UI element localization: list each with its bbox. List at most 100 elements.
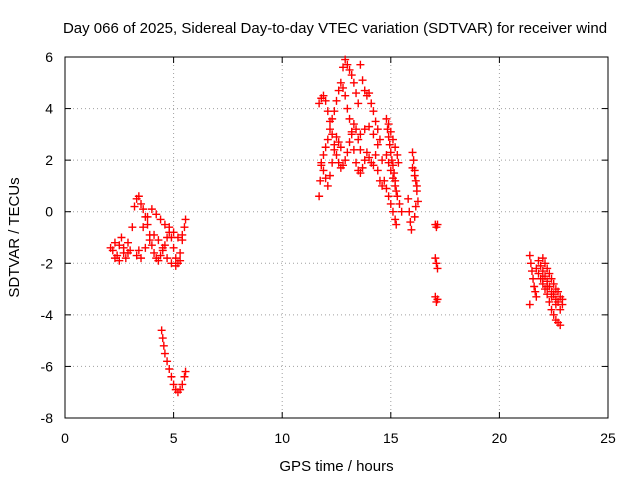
data-point: [341, 156, 350, 165]
x-tick-label: 10: [274, 430, 290, 446]
x-tick-label: 5: [170, 430, 178, 446]
data-point: [321, 96, 330, 105]
data-point: [145, 236, 154, 245]
data-point: [339, 161, 348, 170]
data-point: [163, 254, 172, 263]
data-point: [408, 163, 417, 172]
data-point: [352, 89, 361, 98]
data-point: [365, 122, 374, 131]
data-point: [169, 243, 178, 252]
data-point: [336, 143, 345, 152]
data-point: [323, 181, 332, 190]
data-point: [411, 202, 420, 211]
data-point: [525, 300, 534, 309]
data-point: [180, 372, 189, 381]
data-point: [321, 143, 330, 152]
data-point: [380, 176, 389, 185]
data-point: [128, 223, 137, 232]
chart-title: Day 066 of 2025, Sidereal Day-to-day VTE…: [63, 20, 607, 37]
data-point: [531, 287, 540, 296]
data-point: [543, 282, 552, 291]
x-tick-label: 15: [383, 430, 399, 446]
data-point: [407, 225, 416, 234]
data-point: [332, 96, 341, 105]
data-point: [375, 135, 384, 144]
data-point: [167, 259, 176, 268]
data-point: [543, 264, 552, 273]
data-point: [171, 254, 180, 263]
data-point: [316, 176, 325, 185]
data-point: [159, 341, 168, 350]
data-point: [154, 236, 163, 245]
data-point: [538, 274, 547, 283]
data-point: [410, 212, 419, 221]
data-point: [367, 99, 376, 108]
data-point: [123, 238, 132, 247]
data-point: [176, 256, 185, 265]
data-point: [325, 171, 334, 180]
data-point: [178, 230, 187, 239]
data-point: [334, 86, 343, 95]
data-point: [536, 261, 545, 270]
data-point: [378, 181, 387, 190]
data-point: [152, 210, 161, 219]
grid: [65, 57, 608, 418]
x-axis-label: GPS time / hours: [279, 458, 393, 475]
data-point: [392, 220, 401, 229]
y-tick-label: 2: [45, 152, 53, 168]
y-tick-label: -8: [41, 410, 54, 426]
data-point: [176, 385, 185, 394]
data-point: [163, 357, 172, 366]
data-point: [547, 274, 556, 283]
data-point: [176, 248, 185, 257]
data-point: [431, 254, 440, 263]
data-point: [433, 220, 442, 229]
data-point: [394, 158, 403, 167]
data-point: [534, 269, 543, 278]
data-point: [541, 259, 550, 268]
data-point: [393, 150, 402, 159]
data-point: [139, 223, 148, 232]
data-point: [328, 130, 337, 139]
data-point: [406, 218, 415, 227]
data-point: [160, 349, 169, 358]
data-point: [386, 199, 395, 208]
data-point: [554, 287, 563, 296]
data-point: [158, 334, 167, 343]
data-point: [317, 158, 326, 167]
axis-ticks: 0 5 10 15 20 25 -8 -6 -4 -2 0 2 4 6: [41, 49, 616, 446]
data-point: [388, 135, 397, 144]
data-point: [315, 192, 324, 201]
data-point: [360, 125, 369, 134]
plot-frame: [64, 56, 609, 419]
data-point: [154, 256, 163, 265]
data-point: [349, 78, 358, 87]
data-point: [141, 243, 150, 252]
data-point: [169, 228, 178, 237]
data-point: [319, 91, 328, 100]
data-point: [137, 254, 146, 263]
data-point: [410, 171, 419, 180]
data-point: [391, 143, 400, 152]
data-point: [356, 60, 365, 69]
data-point: [328, 158, 337, 167]
data-point: [529, 274, 538, 283]
data-point: [110, 238, 119, 247]
data-point: [143, 220, 152, 229]
data-point: [134, 246, 143, 255]
data-point: [343, 60, 352, 69]
data-point: [352, 125, 361, 134]
data-point: [169, 380, 178, 389]
data-point: [527, 267, 536, 276]
data-point: [319, 150, 328, 159]
data-point: [341, 55, 350, 64]
data-point: [538, 267, 547, 276]
data-point: [115, 241, 124, 250]
data-point: [388, 161, 397, 170]
series-segment-a-upper: [106, 192, 190, 270]
y-tick-label: 0: [45, 204, 53, 220]
data-point: [432, 259, 441, 268]
data-point: [110, 254, 119, 263]
series-segment-c: [525, 251, 567, 330]
